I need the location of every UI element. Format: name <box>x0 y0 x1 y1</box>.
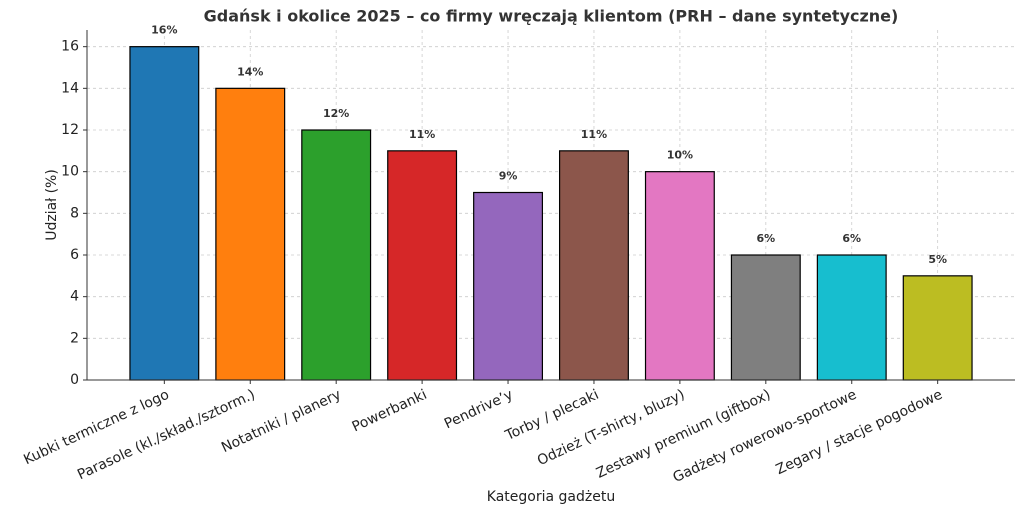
x-tick-label: Powerbanki <box>350 387 430 436</box>
y-tick-label: 8 <box>70 205 79 221</box>
y-axis-label: Udział (%) <box>44 169 60 241</box>
bar <box>816 254 887 381</box>
x-tick-label: Odzież (T-shirty, bluzy) <box>535 387 687 469</box>
value-label: 5% <box>928 253 947 266</box>
y-tick-label: 6 <box>70 247 79 263</box>
value-label: 6% <box>842 232 861 245</box>
bar <box>215 87 286 381</box>
chart-title: Gdańsk i okolice 2025 – co firmy wręczaj… <box>204 7 899 26</box>
value-label: 6% <box>756 232 775 245</box>
x-tick-label: Pendrive’y <box>442 387 515 433</box>
y-tick-label: 16 <box>61 39 79 55</box>
bar <box>387 150 458 381</box>
value-label: 10% <box>667 149 693 162</box>
x-axis-label: Kategoria gadżetu <box>487 489 615 505</box>
value-label: 12% <box>323 107 349 120</box>
bar <box>129 46 200 381</box>
value-label: 9% <box>499 170 518 183</box>
value-label: 11% <box>581 128 607 141</box>
y-tick-label: 14 <box>61 80 79 96</box>
y-tick-label: 0 <box>70 372 79 388</box>
bar <box>644 171 715 381</box>
y-tick-label: 10 <box>61 164 79 180</box>
bar <box>473 191 544 381</box>
x-tick-label: Zegary / stacje pogodowe <box>774 387 945 478</box>
value-label: 16% <box>151 24 177 37</box>
bar <box>558 150 629 381</box>
bar <box>301 129 372 381</box>
y-tick-label: 4 <box>70 289 79 305</box>
y-tick-label: 12 <box>61 122 79 138</box>
bar <box>902 275 973 381</box>
y-tick-label: 2 <box>70 330 79 346</box>
value-label: 14% <box>237 65 263 78</box>
bar <box>730 254 801 381</box>
x-tick-label: Kubki termiczne z logo <box>21 387 171 468</box>
value-label: 11% <box>409 128 435 141</box>
